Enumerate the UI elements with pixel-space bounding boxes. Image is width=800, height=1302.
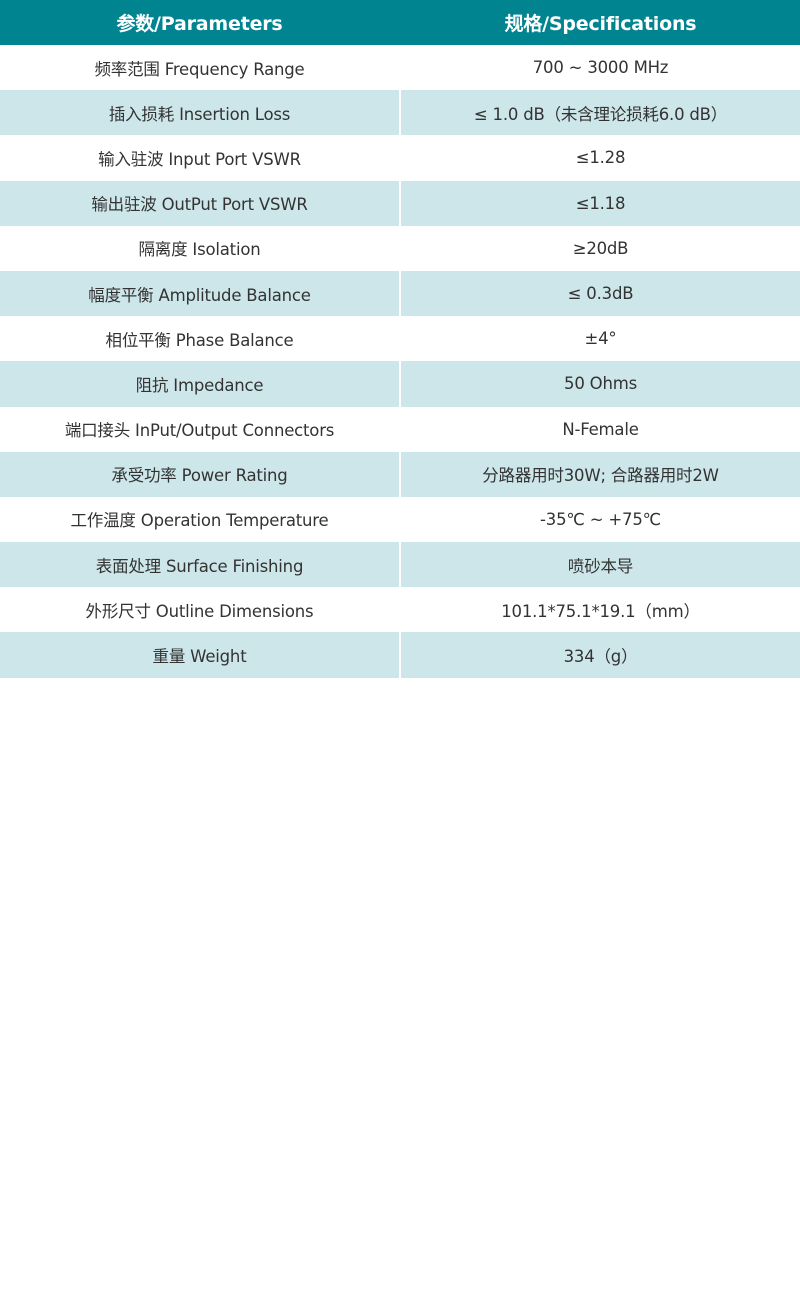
parameter-cell: 阻抗 Impedance — [0, 361, 399, 407]
parameter-cell: 输入驻波 Input Port VSWR — [0, 135, 399, 181]
table-row: 阻抗 Impedance 50 Ohms — [0, 361, 800, 407]
specification-cell: ≤ 0.3dB — [401, 270, 800, 317]
specification-cell: ≤ 1.0 dB（未含理论损耗6.0 dB） — [401, 90, 800, 136]
parameter-cell: 承受功率 Power Rating — [0, 451, 399, 497]
table-row: 输出驻波 OutPut Port VSWR ≤1.18 — [0, 180, 800, 226]
parameter-cell: 幅度平衡 Amplitude Balance — [0, 270, 399, 317]
specification-cell: ≤1.28 — [401, 135, 800, 181]
parameter-cell: 工作温度 Operation Temperature — [0, 496, 399, 543]
specification-cell: 50 Ohms — [401, 361, 800, 407]
table-row: 输入驻波 Input Port VSWR ≤1.28 — [0, 135, 800, 181]
specifications-table: 参数/Parameters 规格/Specifications 频率范围 Fre… — [0, 0, 800, 678]
table-row: 端口接头 InPut/Output Connectors N-Female — [0, 406, 800, 452]
specification-cell: -35℃ ~ +75℃ — [401, 496, 800, 543]
specification-cell: ±4° — [401, 316, 800, 362]
table-row: 插入损耗 Insertion Loss ≤ 1.0 dB（未含理论损耗6.0 dB… — [0, 90, 800, 136]
parameter-cell: 表面处理 Surface Finishing — [0, 542, 399, 588]
specification-cell: N-Female — [401, 406, 800, 452]
specification-cell: 喷砂本导 — [401, 542, 800, 588]
parameter-cell: 频率范围 Frequency Range — [0, 45, 399, 91]
table-row: 隔离度 Isolation ≥20dB — [0, 225, 800, 271]
parameter-cell: 相位平衡 Phase Balance — [0, 316, 399, 362]
table-row: 承受功率 Power Rating 分路器用时30W; 合路器用时2W — [0, 451, 800, 497]
table-row: 工作温度 Operation Temperature -35℃ ~ +75℃ — [0, 496, 800, 543]
table-row: 重量 Weight 334（g） — [0, 632, 800, 678]
specification-cell: 分路器用时30W; 合路器用时2W — [401, 451, 800, 497]
specification-cell: 334（g） — [401, 632, 800, 678]
specification-cell: ≥20dB — [401, 225, 800, 271]
table-row: 外形尺寸 Outline Dimensions 101.1*75.1*19.1（m… — [0, 587, 800, 633]
parameter-cell: 插入损耗 Insertion Loss — [0, 90, 399, 136]
header-parameters: 参数/Parameters — [0, 0, 399, 45]
specification-cell: ≤1.18 — [401, 180, 800, 226]
table-row: 幅度平衡 Amplitude Balance ≤ 0.3dB — [0, 270, 800, 317]
table-body: 频率范围 Frequency Range 700 ~ 3000 MHz 插入损耗 I… — [0, 45, 800, 678]
parameter-cell: 端口接头 InPut/Output Connectors — [0, 406, 399, 452]
parameter-cell: 输出驻波 OutPut Port VSWR — [0, 180, 399, 226]
specification-cell: 101.1*75.1*19.1（mm） — [401, 587, 800, 633]
table-header: 参数/Parameters 规格/Specifications — [0, 0, 800, 45]
parameter-cell: 重量 Weight — [0, 632, 399, 678]
specification-cell: 700 ~ 3000 MHz — [401, 45, 800, 91]
parameter-cell: 外形尺寸 Outline Dimensions — [0, 587, 399, 633]
table-row: 频率范围 Frequency Range 700 ~ 3000 MHz — [0, 45, 800, 91]
table-row: 表面处理 Surface Finishing 喷砂本导 — [0, 542, 800, 588]
header-specifications: 规格/Specifications — [401, 0, 800, 45]
table-row: 相位平衡 Phase Balance ±4° — [0, 316, 800, 362]
parameter-cell: 隔离度 Isolation — [0, 225, 399, 271]
